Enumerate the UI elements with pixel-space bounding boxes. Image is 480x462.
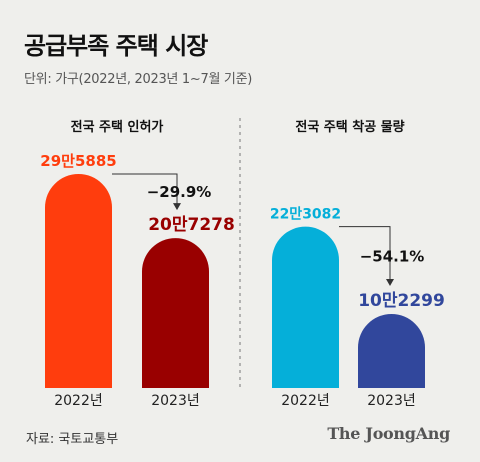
bar [272,226,339,388]
tick-label: 2022년 [54,393,103,409]
change-label: −29.9% [147,183,212,201]
data-label: 29만5885 [40,152,116,170]
tick-label: 2023년 [367,393,416,409]
change-connector [112,173,178,205]
bar [45,174,112,388]
brand-logo: The JoongAng [327,424,450,443]
tick-label: 2023년 [151,393,200,409]
tick-label: 2022년 [281,393,330,409]
bar [142,238,209,388]
data-label: 10만2299 [358,291,445,311]
source-note: 자료: 국토교통부 [26,432,119,447]
arrow-head [386,279,394,287]
chart-title: 전국 주택 착공 물량 [295,119,404,135]
bar [358,314,425,388]
change-connector [339,226,391,281]
change-label: −54.1% [360,247,425,265]
chart-title: 전국 주택 인허가 [71,119,164,135]
page-title: 공급부족 주택 시장 [24,32,208,60]
data-label: 22만3082 [270,207,341,223]
arrow-head [173,203,181,211]
unit-note: 단위: 가구(2022년, 2023년 1~7월 기준) [24,72,253,87]
data-label: 20만7278 [148,215,235,235]
